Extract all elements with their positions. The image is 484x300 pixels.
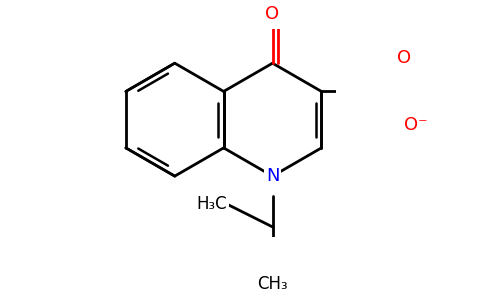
Text: CH₃: CH₃ — [257, 275, 288, 293]
Text: H₃C: H₃C — [197, 195, 227, 213]
Text: O: O — [266, 4, 280, 22]
Text: N: N — [266, 167, 279, 185]
Text: O⁻: O⁻ — [405, 116, 428, 134]
Text: O: O — [397, 49, 411, 67]
